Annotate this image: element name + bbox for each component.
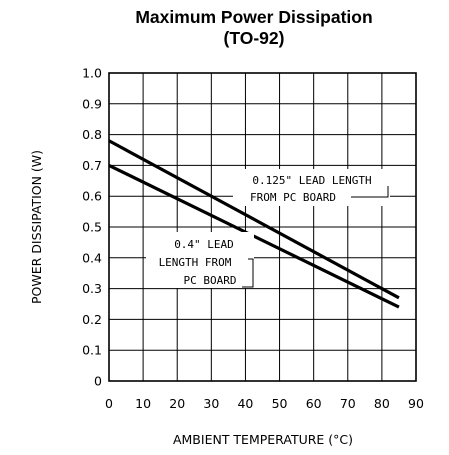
y-tick-label: 0.9 (82, 96, 102, 111)
x-axis-label: AMBIENT TEMPERATURE (°C) (173, 432, 353, 447)
x-tick-label: 0 (105, 396, 113, 411)
y-axis-label: POWER DISSIPATION (W) (29, 150, 44, 304)
x-tick-label: 40 (237, 396, 253, 411)
annotation-0125-background (233, 169, 390, 206)
y-tick-label: 0.3 (82, 281, 102, 296)
y-tick-label: 0.6 (82, 189, 102, 204)
x-tick-label: 30 (203, 396, 219, 411)
annotation-0125-leader (351, 186, 389, 198)
y-axis-ticks: 0 0.1 0.2 0.3 0.4 0.5 0.6 0.7 0.8 0.9 1.0 (82, 66, 102, 389)
x-tick-label: 70 (340, 396, 356, 411)
x-axis-ticks: 0 10 20 30 40 50 60 70 80 90 (105, 396, 424, 411)
annotation-04-lead: 0.4" LEAD LENGTH FROM PC BOARD (146, 232, 254, 288)
x-tick-label: 10 (135, 396, 151, 411)
x-tick-label: 90 (408, 396, 424, 411)
chart-subtitle: (TO-92) (224, 28, 285, 48)
y-tick-label: 0.5 (82, 220, 102, 235)
y-tick-label: 0.4 (82, 250, 102, 265)
chart-title: Maximum Power Dissipation (135, 7, 372, 27)
annotation-0125-line-1: 0.125" LEAD LENGTH (252, 174, 371, 187)
annotation-0125-line-2: FROM PC BOARD (250, 191, 336, 204)
y-tick-label: 0.1 (82, 343, 102, 358)
annotation-04-line-1: 0.4" LEAD (174, 238, 234, 251)
y-tick-label: 1.0 (82, 66, 102, 81)
x-tick-label: 80 (374, 396, 390, 411)
annotation-04-leader (242, 258, 254, 288)
annotation-04-background (146, 232, 254, 288)
y-tick-label: 0.8 (82, 127, 102, 142)
y-tick-label: 0 (94, 374, 102, 389)
annotation-04-line-2: LENGTH FROM (159, 256, 232, 269)
plot-frame (108, 72, 417, 382)
annotation-04-line-3: PC BOARD (184, 274, 237, 287)
x-tick-label: 20 (169, 396, 185, 411)
series-line-1 (108, 139, 400, 300)
y-tick-label: 0.7 (82, 158, 102, 173)
y-tick-label: 0.2 (82, 312, 102, 327)
x-tick-label: 50 (272, 396, 288, 411)
x-tick-label: 60 (306, 396, 322, 411)
annotation-0125-lead: 0.125" LEAD LENGTH FROM PC BOARD (233, 169, 390, 206)
grid (108, 72, 417, 382)
